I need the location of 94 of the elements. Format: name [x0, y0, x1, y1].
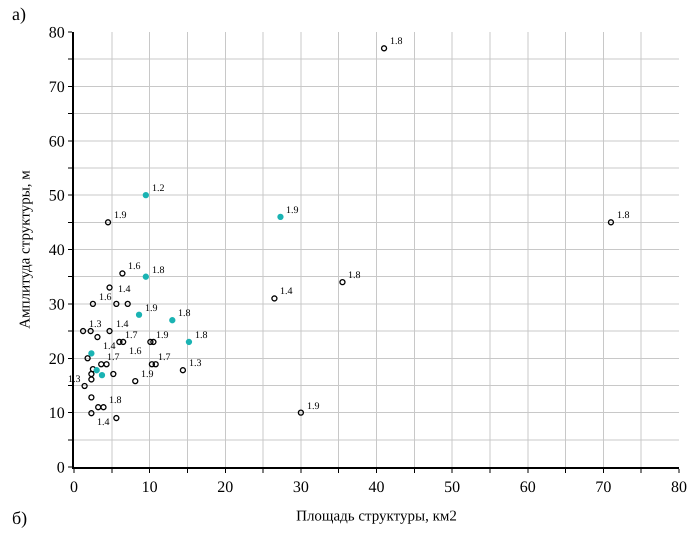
- point: [88, 350, 95, 357]
- point: [98, 361, 104, 368]
- x-tick-label: 70: [595, 479, 612, 496]
- annotation: 1.7: [125, 330, 138, 341]
- y-tick-label: 30: [48, 296, 65, 314]
- annotation: 1.3: [89, 319, 102, 330]
- point: [271, 295, 278, 302]
- point: [88, 376, 95, 383]
- y-tick-label: 80: [48, 24, 65, 42]
- x-tick-label: 0: [70, 479, 78, 496]
- point: [136, 312, 142, 318]
- annotation: 1.7: [158, 352, 170, 363]
- annotation: 1.3: [189, 358, 202, 369]
- point: [81, 382, 88, 390]
- point: [119, 270, 126, 277]
- point: [113, 414, 120, 422]
- point: [94, 334, 101, 340]
- annotation: 1.8: [109, 395, 122, 406]
- point: [88, 410, 95, 416]
- annotation: 1.4: [97, 417, 110, 428]
- point: [106, 328, 113, 334]
- point: [88, 394, 95, 401]
- annotation: 1.2: [152, 183, 164, 194]
- point: [104, 219, 112, 226]
- annotation: 1.4: [116, 319, 128, 330]
- annotation: 1.8: [178, 308, 190, 319]
- annotation: 1.9: [286, 205, 298, 216]
- annotation: 1.4: [280, 286, 292, 297]
- x-tick-label: 10: [142, 479, 158, 496]
- point: [147, 338, 154, 346]
- point: [110, 370, 116, 378]
- point: [150, 338, 157, 346]
- point: [106, 284, 113, 291]
- point: [103, 361, 110, 368]
- point: [94, 367, 100, 374]
- point: [142, 274, 149, 280]
- point: [88, 370, 95, 378]
- point: [84, 355, 91, 362]
- annotation: 1.8: [617, 210, 630, 221]
- annotation: 1.9: [114, 210, 126, 221]
- x-tick-label: 20: [217, 479, 234, 496]
- annotation: 1.6: [129, 346, 142, 357]
- x-tick-label: 80: [671, 479, 687, 496]
- y-tick-label: 50: [48, 188, 65, 205]
- point: [124, 300, 131, 308]
- point: [152, 361, 159, 368]
- point: [90, 366, 96, 372]
- annotation: 1.9: [141, 369, 154, 380]
- point: [95, 404, 102, 410]
- x-axis-title: Площадь структуры, км2: [296, 508, 457, 525]
- y-tick-label: 20: [48, 350, 65, 368]
- point: [380, 45, 388, 52]
- annotation: 1.9: [145, 303, 158, 314]
- point: [339, 278, 346, 286]
- annotation: 1.8: [195, 330, 208, 341]
- annotation: 1.6: [128, 261, 140, 272]
- y-tick-label: 0: [56, 460, 65, 477]
- point: [608, 219, 614, 226]
- point: [113, 300, 120, 308]
- point: [80, 328, 86, 334]
- text: а): [12, 4, 26, 24]
- point: [180, 367, 186, 374]
- point: [148, 361, 156, 368]
- point: [100, 404, 107, 410]
- point: [90, 300, 96, 308]
- annotation: 1.8: [152, 265, 164, 276]
- x-tick-label: 30: [292, 479, 309, 496]
- annotation: 1.4: [103, 341, 116, 352]
- point: [169, 317, 176, 324]
- point: [142, 192, 149, 198]
- y-tick-label: 70: [48, 78, 65, 96]
- x-tick-label: 40: [368, 479, 384, 496]
- y-tick-label: 10: [48, 405, 65, 422]
- point: [132, 378, 138, 384]
- annotation: 1.7: [107, 352, 120, 363]
- annotation: 1.4: [118, 284, 130, 295]
- annotation: 1.9: [307, 401, 320, 412]
- point: [87, 328, 94, 334]
- y-tick-label: 60: [48, 133, 65, 150]
- point: [186, 338, 192, 346]
- x-tick-label: 60: [520, 479, 536, 496]
- point: [116, 338, 123, 346]
- point: [298, 409, 304, 416]
- x-tick-label: 50: [444, 479, 460, 496]
- annotation: 1.8: [348, 270, 360, 281]
- point: [98, 372, 106, 378]
- y-axis-title: Амплитуда структуры, м: [18, 170, 34, 329]
- point: [120, 338, 126, 346]
- annotation: 1.6: [99, 292, 112, 303]
- text: б): [12, 508, 28, 528]
- point: [277, 214, 284, 220]
- annotation: 1.8: [390, 36, 402, 47]
- annotation: 1.9: [156, 330, 168, 341]
- y-tick-label: 40: [48, 242, 65, 260]
